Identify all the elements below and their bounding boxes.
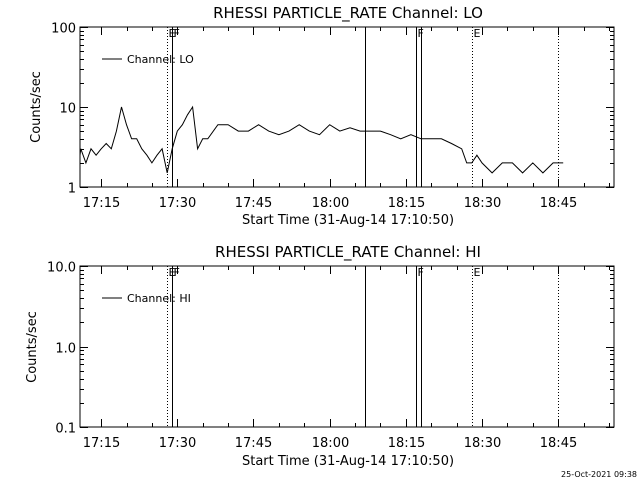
lo-x-axis-label: Start Time (31-Aug-14 17:10:50) [242, 213, 454, 228]
x-tick-label-0: 17:15 [83, 196, 120, 211]
x-tick-label-1: 17:30 [159, 436, 196, 451]
x-tick-label-3: 18:00 [312, 436, 349, 451]
event-marker-1: F [174, 266, 180, 279]
event-marker-5: E [474, 266, 481, 279]
x-tick-label-2: 17:45 [235, 196, 272, 211]
x-tick-label-6: 18:45 [540, 436, 577, 451]
x-tick-label-5: 18:30 [464, 436, 501, 451]
generation-timestamp: 25-Oct-2021 09:38 [561, 470, 637, 479]
x-tick-label-3: 18:00 [312, 196, 349, 211]
x-tick-label-5: 18:30 [464, 196, 501, 211]
x-tick-label-4: 18:15 [388, 196, 425, 211]
x-tick-label-0: 17:15 [83, 436, 120, 451]
lo-channel-panel: RHESSI PARTICLE_RATE Channel: LO EF F E 11… [29, 4, 615, 228]
event-marker-1: F [174, 27, 180, 40]
y-tick-label-0: 0.1 [55, 422, 76, 437]
x-tick-label-4: 18:15 [388, 436, 425, 451]
x-tick-label-6: 18:45 [540, 196, 577, 211]
y-tick-label-2: 100 [51, 22, 76, 37]
y-tick-label-0: 1 [68, 182, 76, 197]
x-tick-label-2: 17:45 [235, 436, 272, 451]
hi-chart-title: RHESSI PARTICLE_RATE Channel: HI [215, 243, 481, 262]
event-marker-3: F [418, 27, 424, 40]
y-tick-label-1: 10 [59, 102, 76, 117]
hi-legend-label: Channel: HI [127, 292, 191, 305]
y-tick-label-2: 10.0 [47, 261, 76, 276]
lo-series-line [79, 105, 564, 174]
hi-plot-frame [79, 265, 615, 428]
y-tick-label-1: 1.0 [55, 342, 76, 357]
lo-chart-title: RHESSI PARTICLE_RATE Channel: LO [213, 4, 483, 23]
lo-y-axis-label: Counts/sec [29, 71, 44, 143]
hi-channel-panel: RHESSI PARTICLE_RATE Channel: HI EF F E 0.… [25, 243, 615, 469]
x-tick-label-1: 17:30 [159, 196, 196, 211]
lo-plot-frame [79, 26, 615, 188]
lo-legend-label: Channel: LO [127, 53, 194, 66]
hi-x-axis-label: Start Time (31-Aug-14 17:10:50) [242, 454, 454, 469]
hi-y-axis-label: Counts/sec [25, 311, 40, 383]
event-marker-5: E [474, 27, 481, 40]
event-marker-3: F [418, 266, 424, 279]
